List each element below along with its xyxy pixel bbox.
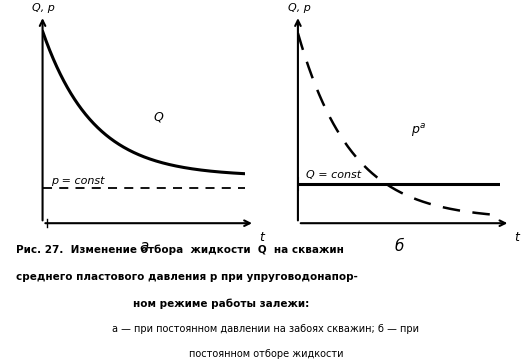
Text: постоянном отборе жидкости: постоянном отборе жидкости — [189, 349, 343, 359]
Text: a — при постоянном давлении на забоях скважин; б — при: a — при постоянном давлении на забоях ск… — [112, 324, 420, 334]
Text: Q = const: Q = const — [306, 170, 361, 180]
Text: p = const: p = const — [51, 176, 104, 186]
Text: б: б — [394, 239, 404, 254]
Text: Q: Q — [154, 110, 164, 123]
Text: Q, p: Q, p — [32, 3, 55, 13]
Text: a: a — [139, 239, 148, 254]
Text: Рис. 27.  Изменение отбора  жидкости  Q  на скважин: Рис. 27. Изменение отбора жидкости Q на … — [16, 245, 344, 255]
Text: Q, p: Q, p — [288, 3, 311, 13]
Text: t: t — [259, 231, 264, 244]
Text: ном режиме работы залежи:: ном режиме работы залежи: — [133, 299, 309, 309]
Text: среднего пластового давления p при упруговодонапор-: среднего пластового давления p при упруг… — [16, 272, 358, 282]
Text: $p^{\mathit{a}}$: $p^{\mathit{a}}$ — [411, 122, 427, 139]
Text: t: t — [514, 231, 519, 244]
